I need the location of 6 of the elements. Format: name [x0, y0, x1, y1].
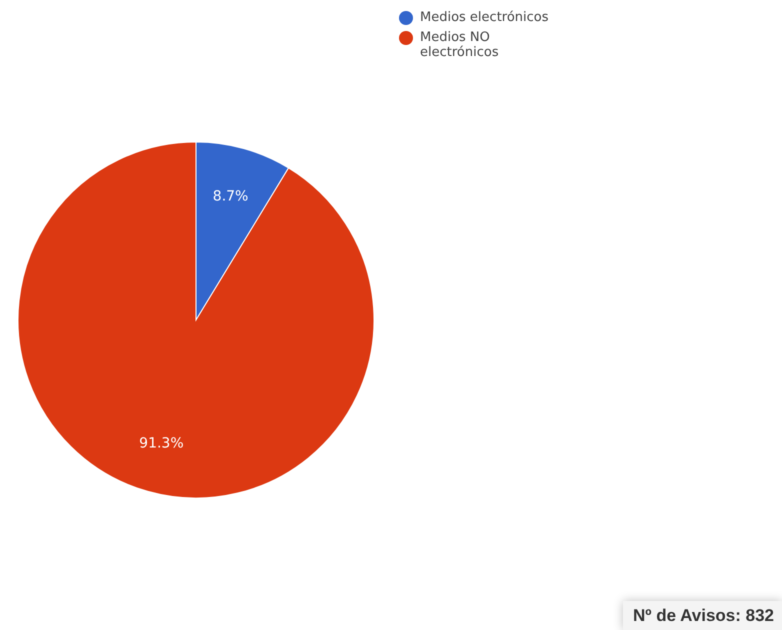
data-label: 91.3%: [139, 435, 184, 452]
data-label: 8.7%: [212, 188, 248, 205]
text: Nº de Avisos: 832: [622, 601, 782, 630]
legend-label: Medios electrónicos: [420, 10, 550, 25]
pie-slice: [18, 142, 374, 498]
legend-label: Medios NO electrónicos: [420, 30, 500, 60]
